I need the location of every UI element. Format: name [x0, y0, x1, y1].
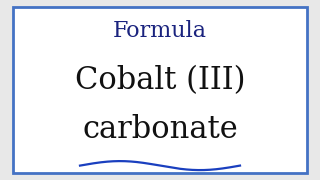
Text: Formula: Formula: [113, 20, 207, 42]
Text: carbonate: carbonate: [82, 114, 238, 145]
FancyBboxPatch shape: [13, 7, 307, 173]
Text: Cobalt (III): Cobalt (III): [75, 66, 245, 96]
